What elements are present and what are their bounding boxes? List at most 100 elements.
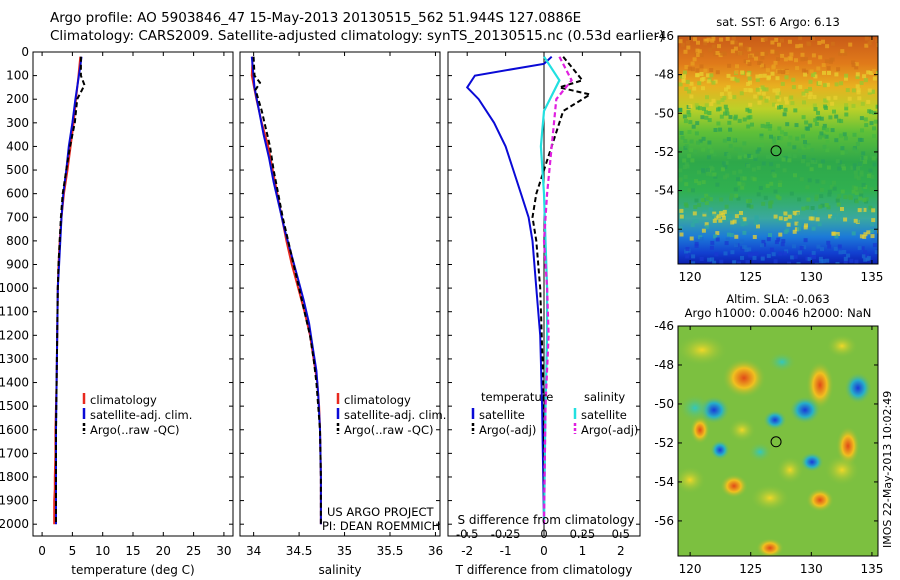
sst-pixel [723,165,728,169]
legend-sal-argo-label: Argo(..raw -QC) [344,423,434,437]
sst-pixel [794,58,798,63]
sst-pixel [851,189,856,194]
sst-pixel [842,250,847,254]
sst-pixel [783,229,788,234]
sst-pixel [834,82,839,87]
sst-pixel [758,185,763,190]
sla-map-title-line2: Argo h1000: 0.0046 h2000: NaN [685,306,872,320]
sst-pixel [787,39,792,44]
sst-pixel [801,115,806,120]
sst-pixel [822,83,827,88]
sla-map-lat-label: -54 [654,475,674,489]
depth-tick-label: 0 [21,45,29,59]
sst-pixel [681,212,686,217]
sst-map-lat-label: -56 [654,222,674,236]
sst-pixel [834,138,839,143]
sst-pixel [848,42,853,47]
sst-pixel [864,123,869,128]
sst-pixel [734,243,739,248]
sst-pixel [758,73,763,78]
sst-pixel [795,212,800,216]
sst-pixel [843,136,848,141]
sst-pixel [701,169,706,174]
sst-pixel [768,204,773,209]
sst-pixel [792,145,797,150]
sst-pixel [717,44,721,49]
sst-pixel [855,72,860,77]
sst-pixel [806,197,811,202]
sla-eddy [844,372,872,404]
sst-pixel [863,159,868,164]
sst-pixel [719,197,724,202]
sst-pixel [876,225,878,229]
sst-pixel [681,79,686,84]
sst-pixel [776,57,780,61]
sst-pixel [806,126,810,131]
sst-pixel [783,251,788,256]
sst-pixel [762,73,767,78]
sst-pixel [719,259,724,264]
sst-pixel [816,244,821,249]
sst-pixel [750,122,754,127]
sst-pixel [699,53,704,58]
sst-pixel [840,49,845,54]
sst-pixel [693,205,698,209]
sst-pixel [706,168,710,173]
sst-pixel [699,257,704,261]
sst-pixel [805,205,810,210]
sst-pixel [732,77,737,82]
sst-pixel [757,90,762,95]
sla-eddy [789,396,821,424]
sst-pixel [834,72,839,77]
sst-pixel [730,49,735,54]
sst-pixel [698,142,703,147]
sst-pixel [870,174,875,179]
sst-pixel [863,250,868,255]
sst-pixel [725,173,730,178]
sla-eddy [720,474,748,498]
sst-pixel [830,128,835,133]
sst-pixel [769,162,774,167]
sst-pixel [776,88,781,93]
sst-pixel [755,77,760,82]
sla-map-lat-label: -48 [654,358,674,372]
sst-pixel [738,147,743,152]
sst-pixel [753,156,758,161]
sst-pixel [776,163,781,168]
sst-pixel [827,71,831,75]
sst-pixel [708,197,713,202]
sst-pixel [824,59,829,64]
depth-tick-label: 1400 [0,376,29,390]
sst-pixel [742,230,747,235]
sst-pixel [703,41,708,46]
sst-pixel [804,223,808,228]
sst-pixel [753,94,758,99]
sst-pixel [735,78,740,83]
sst-pixel [701,180,706,185]
salinity-x-tick-label: 35 [337,544,352,558]
sst-pixel [870,89,875,94]
sst-pixel [705,171,710,176]
sst-pixel [703,68,708,73]
sst-pixel [709,172,714,177]
sst-pixel [856,90,861,95]
sst-pixel [701,147,706,152]
sst-pixel [844,112,849,117]
sst-pixel [838,51,843,56]
sst-pixel [687,89,692,94]
depth-tick-label: 1500 [0,399,29,413]
sst-pixel [698,139,703,144]
sst-pixel [716,121,721,126]
sst-pixel [785,122,790,127]
sst-pixel [806,162,811,167]
sst-pixel [783,211,788,216]
sst-pixel [757,100,762,105]
sst-pixel [687,153,692,158]
sst-pixel [726,137,731,142]
sst-pixel [764,124,769,129]
legend-salinity-heading: salinity [584,390,625,404]
sst-pixel [760,256,765,261]
sst-pixel [723,175,727,180]
sst-pixel [734,214,739,219]
sst-pixel [852,163,857,168]
